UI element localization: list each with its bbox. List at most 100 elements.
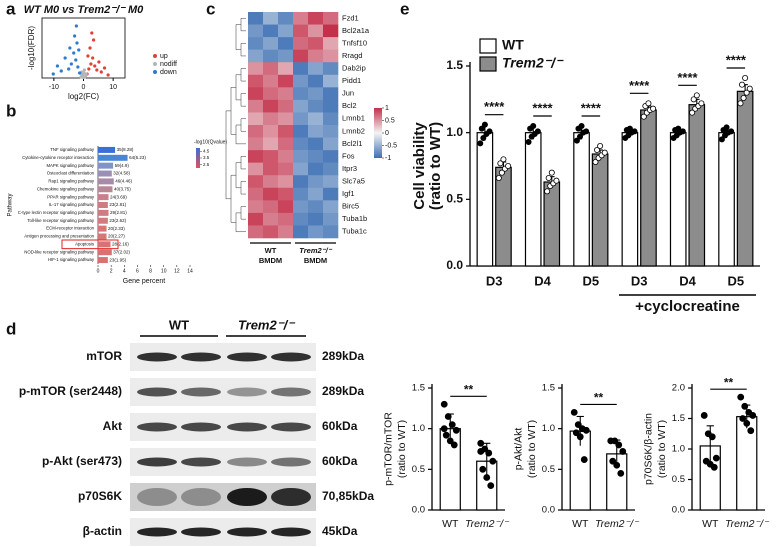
data-point: [548, 169, 555, 176]
y-tick-label: 1.0: [412, 423, 425, 434]
data-point: [689, 109, 696, 116]
row-label: Itpr3: [342, 164, 357, 173]
y-tick-label: Apoptosis: [75, 241, 94, 246]
data-point: [601, 149, 608, 156]
blot-band: [227, 352, 267, 362]
y-tick-label: 0.0: [446, 258, 463, 272]
heatmap-cell: [248, 37, 264, 50]
heatmap-cell: [293, 125, 309, 138]
heatmap-cell: [323, 49, 339, 63]
data-point: [497, 160, 504, 167]
y-tick-label: PPAR signaling pathway: [47, 194, 95, 199]
blot-band: [227, 387, 267, 397]
blot-band: [271, 457, 311, 467]
heatmap-cell: [278, 112, 294, 126]
y-tick-label: 1.5: [542, 383, 555, 394]
blot-band: [181, 422, 221, 432]
data-point: [495, 174, 502, 181]
legend-label: Trem2⁻/⁻: [502, 55, 564, 71]
bar: [98, 225, 107, 232]
data-point: [525, 138, 532, 145]
legend-label: nodiff: [160, 61, 177, 68]
heatmap-cell: [263, 225, 279, 239]
data-point: [578, 123, 585, 130]
heatmap-cell: [308, 62, 324, 76]
data-point: [626, 125, 633, 132]
colorbar-tick-label: 4.5: [203, 149, 210, 154]
heatmap-cell: [278, 150, 294, 163]
x-axis-label: Gene percent: [123, 278, 165, 285]
heatmap-cell: [323, 74, 339, 88]
x-tick-label: 6: [136, 268, 139, 274]
data-point: [477, 448, 485, 455]
data-point: [478, 125, 485, 132]
point: [81, 75, 86, 80]
heatmap-cell: [323, 112, 339, 126]
bar-annotation: 20(2.33): [108, 226, 125, 231]
heatmap-cell: [263, 24, 279, 38]
point: [102, 66, 107, 70]
bar: [688, 104, 706, 267]
data-point: [712, 454, 720, 462]
legend-swatch: [153, 70, 157, 74]
data-point: [573, 137, 580, 144]
x-tick-label: Trem2⁻/⁻: [595, 518, 640, 530]
data-point: [487, 482, 495, 490]
x-tick-label: 10: [109, 84, 117, 91]
point: [76, 65, 80, 69]
bar-annotation: 28(2.16): [112, 242, 129, 247]
heatmap-cell: [263, 62, 279, 76]
bar: [495, 166, 512, 267]
row-label: Bcl2: [342, 101, 357, 110]
data-point: [442, 431, 450, 439]
bar: [98, 162, 114, 169]
heatmap-cell: [293, 112, 309, 126]
heatmap-cell: [308, 99, 324, 113]
point: [51, 72, 55, 76]
y-tick-label: 1.0: [542, 423, 555, 434]
y-tick-label: ECM-receptor interaction: [46, 226, 94, 231]
bar-annotation: 24(3.69): [110, 194, 127, 199]
bar-annotation: 37(2.02): [113, 249, 130, 254]
y-tick-label: HIF-1 signaling pathway: [48, 257, 95, 262]
bar-annotation: 64(6.23): [129, 155, 146, 160]
heatmap-cell: [248, 212, 264, 226]
point: [106, 73, 110, 77]
heatmap-cell: [293, 24, 309, 38]
point: [95, 68, 99, 72]
data-point: [597, 142, 604, 149]
heatmap-cell: [248, 200, 264, 214]
x-axis-label: log2(FC): [68, 92, 99, 101]
bar: [98, 194, 109, 201]
data-point: [742, 75, 749, 82]
highlight-box: [61, 239, 119, 250]
heatmap-cell: [248, 125, 264, 138]
data-point: [640, 113, 647, 120]
blot-band: [271, 488, 311, 506]
y-axis-label: Pathway: [8, 193, 14, 216]
point: [93, 64, 97, 68]
significance-label: **: [594, 391, 604, 405]
heatmap-cell: [248, 12, 264, 25]
heatmap-cell: [308, 37, 324, 50]
bar-annotation: 29(2.81): [110, 210, 127, 215]
heatmap-cell: [263, 37, 279, 50]
heatmap-cell: [308, 162, 324, 176]
bar: [98, 257, 108, 264]
x-tick-label: 4: [123, 268, 126, 274]
blot-band: [271, 422, 311, 432]
group-label: WT: [265, 246, 277, 255]
x-tick-label: D3: [631, 273, 648, 288]
data-point: [448, 421, 456, 429]
heatmap-cell: [308, 212, 324, 226]
point: [99, 70, 103, 74]
bar-annotation: 23(2.81): [109, 202, 126, 207]
row-label: Slc7a5: [342, 176, 365, 185]
y-tick-label: 1.5: [672, 413, 685, 424]
data-point: [617, 469, 625, 477]
data-point: [728, 128, 735, 135]
x-tick-label: D4: [534, 273, 551, 288]
heatmap-cell: [248, 225, 264, 239]
significance-label: ****: [532, 100, 553, 115]
